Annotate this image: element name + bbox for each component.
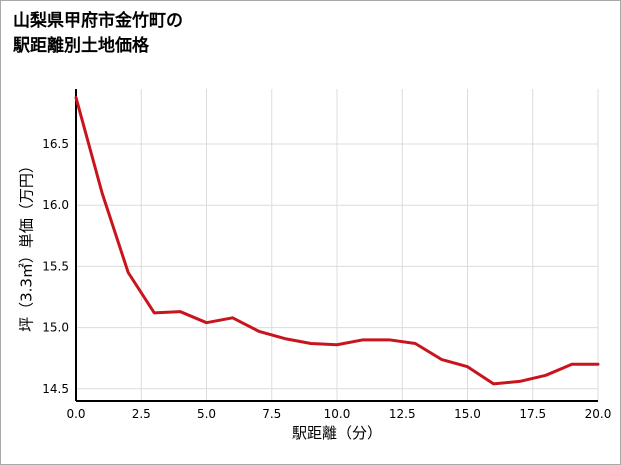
x-tick-label: 20.0 [585,407,612,421]
chart-title-line2: 駅距離別土地価格 [13,35,149,56]
y-tick-label: 14.5 [42,382,69,396]
x-tick-label: 0.0 [66,407,85,421]
y-tick-label: 15.5 [42,259,69,273]
x-tick-label: 10.0 [324,407,351,421]
x-tick-label: 2.5 [132,407,151,421]
price-line-series [74,96,600,386]
x-tick-label: 5.0 [197,407,216,421]
x-tick-label: 7.5 [262,407,281,421]
y-tick-label: 16.5 [42,137,69,151]
x-tick-label: 17.5 [519,407,546,421]
x-axis-label: 駅距離（分） [291,424,383,442]
y-tick-label: 15.0 [42,321,69,335]
chart-title: 山梨県甲府市金竹町の 駅距離別土地価格 [13,9,183,58]
x-tick-label: 12.5 [389,407,416,421]
x-tick-label: 15.0 [454,407,481,421]
chart-title-line1: 山梨県甲府市金竹町の [13,11,183,31]
y-tick-label: 16.0 [42,198,69,212]
y-axis-label: 坪（3.3㎡）単価（万円） [17,158,36,332]
